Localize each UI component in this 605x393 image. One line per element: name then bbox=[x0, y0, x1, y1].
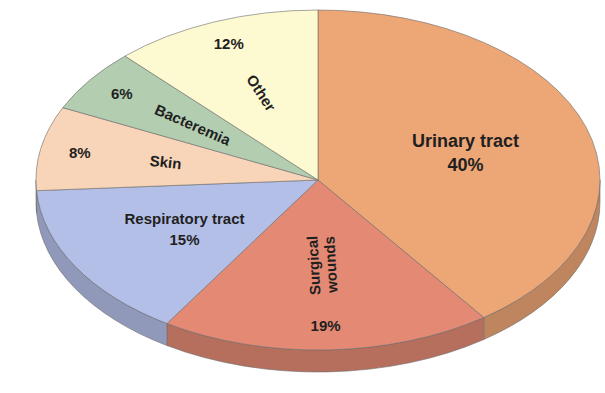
category-label: Other bbox=[243, 71, 279, 114]
category-label-line: wounds bbox=[320, 236, 340, 294]
category-label: Bacteremia bbox=[152, 101, 234, 149]
category-label: Respiratory tract bbox=[124, 210, 244, 227]
pie-slice bbox=[37, 180, 318, 324]
value-label: 12% bbox=[214, 35, 244, 52]
value-label: 15% bbox=[169, 231, 199, 248]
category-label-line: Other bbox=[243, 71, 279, 114]
labels: Urinary tract 40% Surgicalwounds 19% Respira… bbox=[69, 35, 519, 334]
category-label: Urinary tract bbox=[412, 131, 519, 151]
value-label: 8% bbox=[69, 144, 91, 161]
value-label: 6% bbox=[111, 85, 133, 102]
category-label: Surgicalwounds bbox=[303, 235, 340, 296]
category-label: Skin bbox=[149, 152, 182, 173]
value-label: 40% bbox=[447, 155, 483, 175]
category-label-line: Skin bbox=[149, 152, 182, 173]
pie-chart: Urinary tract 40% Surgicalwounds 19% Respira… bbox=[0, 0, 605, 393]
category-label-line: Bacteremia bbox=[152, 101, 234, 149]
value-label: 19% bbox=[311, 317, 341, 334]
pie-slice bbox=[125, 10, 318, 180]
pie-slices bbox=[36, 10, 600, 350]
